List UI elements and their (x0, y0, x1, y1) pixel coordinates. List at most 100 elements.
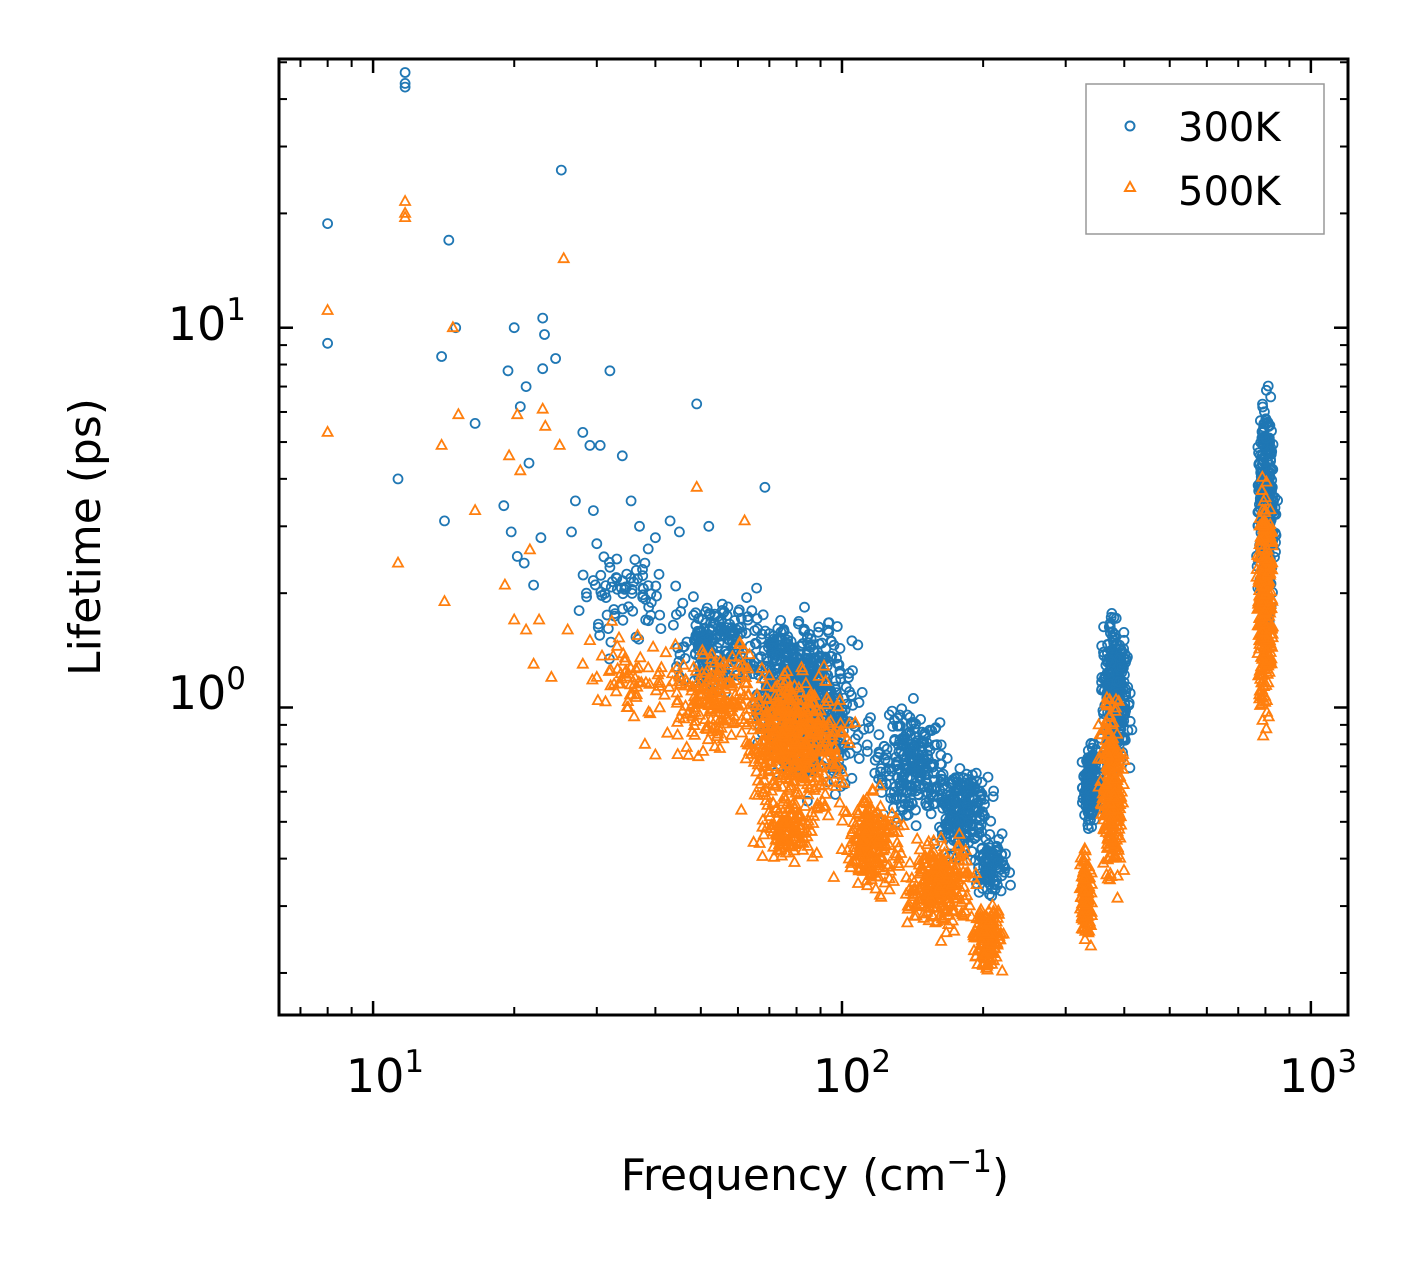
data-point (539, 329, 550, 340)
data-point (739, 670, 753, 682)
data-point (992, 906, 1006, 919)
data-point (631, 628, 645, 640)
data-point (942, 888, 956, 901)
data-point (798, 770, 812, 783)
data-point (905, 729, 916, 741)
data-point (1258, 456, 1270, 468)
data-point (1256, 582, 1270, 594)
data-point (523, 542, 537, 555)
data-point (766, 739, 780, 751)
data-point (903, 855, 917, 868)
data-point (1108, 785, 1122, 798)
data-point (688, 591, 699, 603)
series-500k-points (321, 194, 1280, 976)
data-point (947, 798, 959, 810)
data-point (918, 737, 930, 749)
data-point (852, 729, 864, 741)
data-point (755, 849, 770, 861)
data-point (1110, 726, 1124, 739)
data-point (954, 895, 968, 907)
x-tick-label-100: 102 (813, 1044, 891, 1103)
data-point (1102, 826, 1116, 839)
data-point (869, 813, 883, 826)
data-point (963, 817, 974, 829)
data-point (775, 779, 789, 792)
data-point (605, 613, 619, 626)
data-point (735, 697, 749, 710)
data-point (847, 665, 858, 676)
data-point (712, 673, 726, 686)
data-point (511, 551, 523, 562)
data-point (1104, 797, 1118, 809)
data-point (392, 473, 404, 485)
data-point (901, 709, 913, 721)
data-point (611, 661, 625, 674)
data-point (1257, 439, 1269, 451)
data-point (751, 718, 765, 731)
data-point (641, 660, 655, 673)
data-point (932, 880, 946, 893)
data-point (532, 612, 546, 625)
data-point (1260, 432, 1272, 444)
data-point (882, 882, 897, 895)
data-point (1116, 795, 1130, 808)
data-point (672, 669, 687, 682)
data-point (591, 538, 603, 550)
data-point (716, 598, 728, 610)
data-point (590, 670, 604, 682)
data-point (853, 697, 865, 708)
data-point (844, 860, 858, 873)
data-point (584, 439, 596, 451)
data-point (751, 694, 765, 707)
data-point (888, 846, 902, 859)
data-point (655, 623, 667, 634)
data-point (984, 829, 996, 840)
data-point (822, 624, 834, 636)
data-point (570, 495, 581, 507)
data-point (815, 758, 829, 770)
data-point (523, 457, 535, 469)
data-point (770, 827, 784, 839)
data-point (911, 766, 923, 777)
data-point (849, 817, 863, 830)
data-point (537, 312, 549, 324)
data-point (771, 648, 783, 660)
data-point (959, 834, 970, 846)
data-point (713, 663, 727, 676)
data-point (925, 808, 937, 820)
data-point (798, 625, 810, 637)
data-point (879, 753, 891, 765)
data-point (801, 787, 815, 800)
data-point (536, 401, 550, 414)
data-point (1256, 624, 1270, 637)
data-point (889, 734, 901, 745)
data-point (941, 820, 953, 832)
data-point (734, 667, 748, 679)
data-point (1106, 656, 1117, 668)
data-point (450, 322, 462, 334)
data-point (882, 871, 897, 884)
data-point (594, 439, 606, 451)
data-point (946, 913, 960, 926)
data-point (1100, 759, 1114, 772)
data-point (718, 716, 732, 729)
data-point (825, 757, 839, 770)
data-point (618, 650, 632, 663)
data-point (922, 913, 936, 926)
data-point (398, 206, 412, 218)
data-point (1111, 654, 1123, 666)
data-point (825, 728, 839, 741)
data-point (638, 736, 652, 749)
data-point (514, 401, 526, 413)
data-point (595, 569, 607, 581)
data-point (609, 608, 621, 619)
data-point (771, 806, 785, 818)
data-point (974, 786, 986, 797)
data-point (689, 663, 703, 676)
data-point (920, 730, 931, 742)
data-point (718, 702, 732, 715)
data-point (1265, 626, 1280, 639)
data-point (716, 605, 728, 616)
data-point (1109, 700, 1123, 713)
data-point (805, 660, 817, 672)
